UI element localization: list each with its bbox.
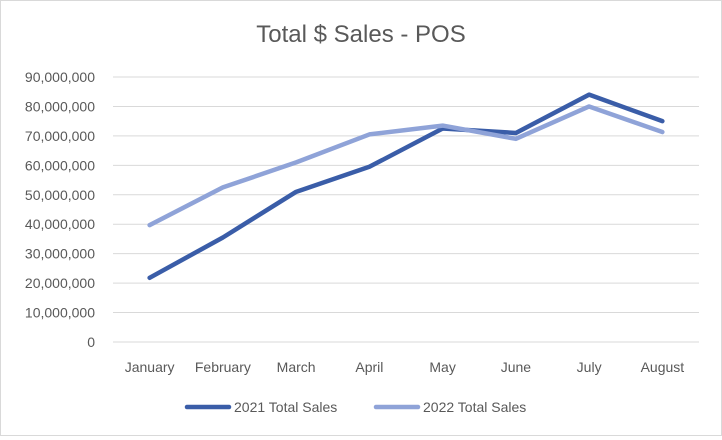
legend: 2021 Total Sales 2022 Total Sales — [187, 399, 526, 415]
y-tick-label: 80,000,000 — [25, 98, 95, 114]
y-tick-label: 50,000,000 — [25, 187, 95, 203]
x-tick-label: August — [641, 359, 685, 375]
x-tick-label: May — [429, 359, 455, 375]
y-tick-label: 30,000,000 — [25, 246, 95, 262]
y-tick-label: 70,000,000 — [25, 128, 95, 144]
chart-title: Total $ Sales - POS — [256, 21, 465, 48]
x-axis: January February March April May June July Augu… — [125, 359, 685, 375]
gridlines — [113, 77, 699, 342]
legend-label-1: 2021 Total Sales — [234, 399, 337, 415]
x-tick-label: June — [501, 359, 532, 375]
x-tick-label: April — [355, 359, 383, 375]
series-lines — [150, 95, 663, 278]
y-tick-label: 0 — [87, 334, 95, 350]
y-tick-label: 60,000,000 — [25, 157, 95, 173]
legend-label-2: 2022 Total Sales — [423, 399, 526, 415]
y-axis: 0 10,000,000 20,000,000 30,000,000 40,000,00… — [25, 69, 95, 350]
x-tick-label: January — [125, 359, 175, 375]
y-tick-label: 20,000,000 — [25, 275, 95, 291]
x-tick-label: July — [577, 359, 602, 375]
y-tick-label: 10,000,000 — [25, 305, 95, 321]
y-tick-label: 40,000,000 — [25, 216, 95, 232]
x-tick-label: February — [195, 359, 251, 375]
x-tick-label: March — [277, 359, 316, 375]
y-tick-label: 90,000,000 — [25, 69, 95, 85]
